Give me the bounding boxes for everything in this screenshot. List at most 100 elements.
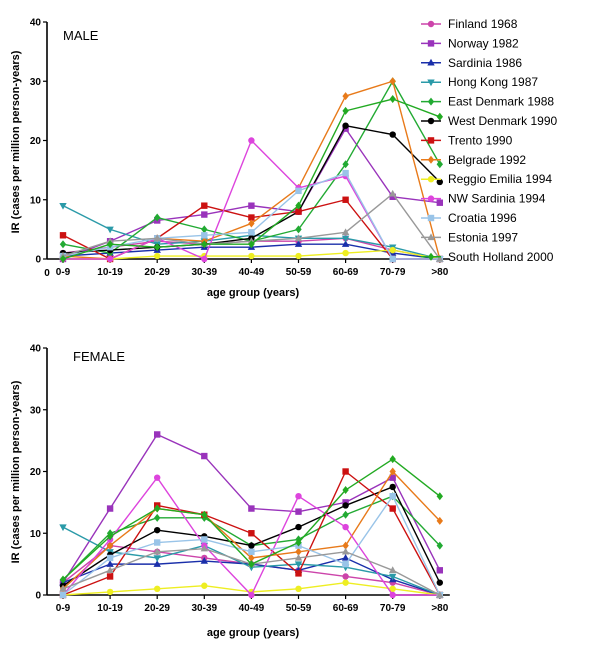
female-data-point <box>389 483 396 491</box>
female-data-point <box>106 505 114 512</box>
male-data-point <box>154 252 161 260</box>
legend-item: Sardinia 1986 <box>421 56 522 70</box>
female-data-point <box>389 585 396 593</box>
male-x-tick-label: 0-9 <box>56 267 71 278</box>
male-series-12 <box>59 95 443 263</box>
male-x-tick-label: 20-29 <box>144 267 170 278</box>
male-data-point <box>59 202 67 210</box>
female-data-point <box>154 585 161 593</box>
male-x-tick-label: 30-39 <box>192 267 218 278</box>
male-x-tick-label: >80 <box>431 267 448 278</box>
female-data-point <box>154 513 161 522</box>
female-x-tick-label: 50-59 <box>286 603 312 614</box>
female-data-point <box>201 510 208 519</box>
legend-item: East Denmark 1988 <box>421 95 554 109</box>
legend-label: Belgrade 1992 <box>448 153 526 167</box>
female-data-point <box>341 547 350 555</box>
legend-label: South Holland 2000 <box>448 250 554 264</box>
male-data-point <box>59 255 67 263</box>
legend-swatch-marker <box>427 252 435 261</box>
female-y-tick-label: 20 <box>30 467 42 478</box>
male-data-point <box>342 92 349 101</box>
female-data-point <box>342 486 349 495</box>
male-data-point <box>248 219 255 228</box>
female-data-point <box>153 547 161 555</box>
male-x-tick-label: 60-69 <box>333 267 359 278</box>
male-data-point <box>295 201 302 210</box>
legend-item: Reggio Emilia 1994 <box>421 172 552 186</box>
legend-item: Croatia 1996 <box>421 211 517 225</box>
female-data-point <box>248 591 255 599</box>
female-data-point <box>436 541 443 550</box>
female-data-point <box>59 584 67 592</box>
legend: Finland 1968 Norway 1982 Sardinia 1986 Hong… <box>421 17 557 264</box>
male-panel-title: MALE <box>63 28 99 43</box>
legend-label: East Denmark 1988 <box>448 95 554 109</box>
female-x-tick-label: 30-39 <box>192 603 218 614</box>
male-data-point <box>201 211 208 218</box>
female-x-axis-label: age group (years) <box>207 627 300 639</box>
legend-swatch-marker <box>427 176 435 183</box>
male-data-point <box>341 240 350 247</box>
female-y-tick-label: 10 <box>30 529 42 540</box>
legend-item: Belgrade 1992 <box>421 153 526 167</box>
female-data-point <box>295 585 302 593</box>
female-data-point <box>389 474 396 481</box>
legend-item: NW Sardinia 1994 <box>421 192 546 206</box>
legend-swatch-marker <box>427 195 435 202</box>
female-y-tick-label: 40 <box>30 344 42 355</box>
male-data-point <box>436 160 443 169</box>
male-data-point <box>106 240 114 249</box>
female-data-point <box>154 431 161 438</box>
male-data-point <box>248 252 255 260</box>
male-data-point <box>389 95 396 104</box>
female-series-12 <box>59 455 443 584</box>
female-data-point <box>342 573 349 580</box>
female-data-point <box>154 539 161 546</box>
female-data-point <box>295 523 302 531</box>
female-data-point <box>294 553 303 561</box>
male-data-point <box>294 240 303 247</box>
male-data-point <box>436 178 443 186</box>
male-data-point <box>201 240 208 249</box>
male-data-point <box>389 193 396 200</box>
male-data-point <box>389 77 396 86</box>
legend-item: Hong Kong 1987 <box>421 75 538 89</box>
female-data-point <box>248 560 255 569</box>
legend-label: Croatia 1996 <box>448 211 517 225</box>
legend-swatch-marker <box>427 97 435 106</box>
male-data-point <box>59 232 67 239</box>
female-data-point <box>106 560 114 567</box>
male-data-point <box>294 234 303 241</box>
legend-item: Finland 1968 <box>421 17 518 31</box>
female-data-point <box>154 504 161 513</box>
legend-swatch-marker <box>427 233 435 241</box>
legend-swatch-marker <box>427 117 435 125</box>
female-data-point <box>59 591 67 599</box>
female-data-point <box>106 541 114 550</box>
male-data-point <box>342 122 349 129</box>
male-data-point <box>248 202 255 209</box>
female-data-point <box>389 493 396 500</box>
female-data-point <box>342 541 349 550</box>
male-data-point <box>154 213 161 222</box>
male-data-point <box>153 234 161 241</box>
female-data-point <box>201 582 208 589</box>
male-data-point <box>295 225 302 234</box>
legend-swatch-marker <box>427 137 435 144</box>
male-data-point <box>295 187 302 195</box>
male-data-point <box>295 252 302 260</box>
female-data-point <box>389 455 396 464</box>
male-data-point <box>106 226 114 234</box>
male-data-point <box>248 229 255 236</box>
legend-swatch-marker <box>427 20 435 28</box>
male-x-axis-label: age group (years) <box>207 287 300 299</box>
female-data-point <box>201 452 208 460</box>
female-data-point <box>200 544 208 552</box>
female-panel: FEMALE IR (cases per million person-year… <box>10 344 450 639</box>
male-data-point <box>436 199 443 206</box>
female-data-point <box>154 526 161 534</box>
female-data-point <box>153 560 161 567</box>
female-data-point <box>389 591 396 599</box>
